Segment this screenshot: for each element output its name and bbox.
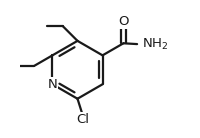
Text: O: O [118,15,129,28]
Text: N: N [48,78,57,91]
Text: NH$_2$: NH$_2$ [142,37,168,52]
Text: Cl: Cl [76,113,89,126]
